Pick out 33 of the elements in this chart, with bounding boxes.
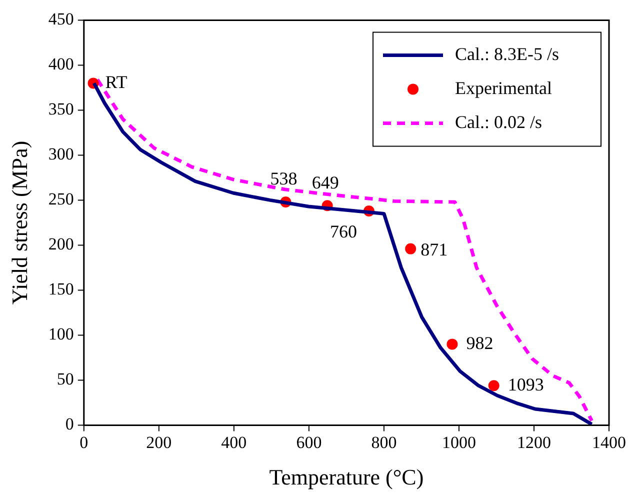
point: [405, 243, 416, 254]
y-tick-label: 100: [48, 324, 74, 344]
point: [446, 338, 458, 350]
y-tick-label: 400: [48, 54, 74, 74]
y-tick-label: 350: [48, 100, 74, 119]
y-tick-label: 200: [48, 234, 74, 254]
annotation: RT: [105, 72, 128, 92]
legend-label: Cal.: 8.3E-5 /s: [455, 44, 559, 64]
x-tick-label: 1200: [516, 432, 551, 452]
legend-label: Experimental: [455, 78, 552, 98]
annotation: 871: [420, 240, 448, 260]
annotation: 1093: [508, 374, 544, 394]
y-axis-title: Yield stress (MPa): [6, 140, 32, 305]
y-tick-label: 250: [48, 190, 74, 209]
y-tick-label: 0: [65, 414, 74, 434]
annotation: 538: [270, 168, 298, 189]
legend-label: Cal.: 0.02 /s: [455, 112, 542, 132]
x-tick-label: 800: [371, 432, 397, 452]
x-tick-label: 0: [80, 432, 88, 452]
y-tick-label: 50: [56, 370, 74, 389]
annotation: 982: [466, 332, 494, 353]
x-axis-title: Temperature (°C): [269, 464, 424, 490]
x-tick-label: 200: [146, 432, 172, 452]
annotation: 760: [330, 222, 357, 242]
x-tick-label: 600: [296, 432, 322, 452]
y-tick-label: 150: [48, 280, 74, 299]
x-tick-label: 400: [221, 432, 247, 452]
y-tick-label: 450: [48, 10, 74, 29]
annotation: 649: [312, 172, 339, 192]
point: [488, 380, 500, 392]
x-tick-label: 1000: [442, 432, 476, 452]
y-tick-label: 300: [48, 144, 74, 164]
x-tick-label: 1400: [592, 432, 626, 452]
